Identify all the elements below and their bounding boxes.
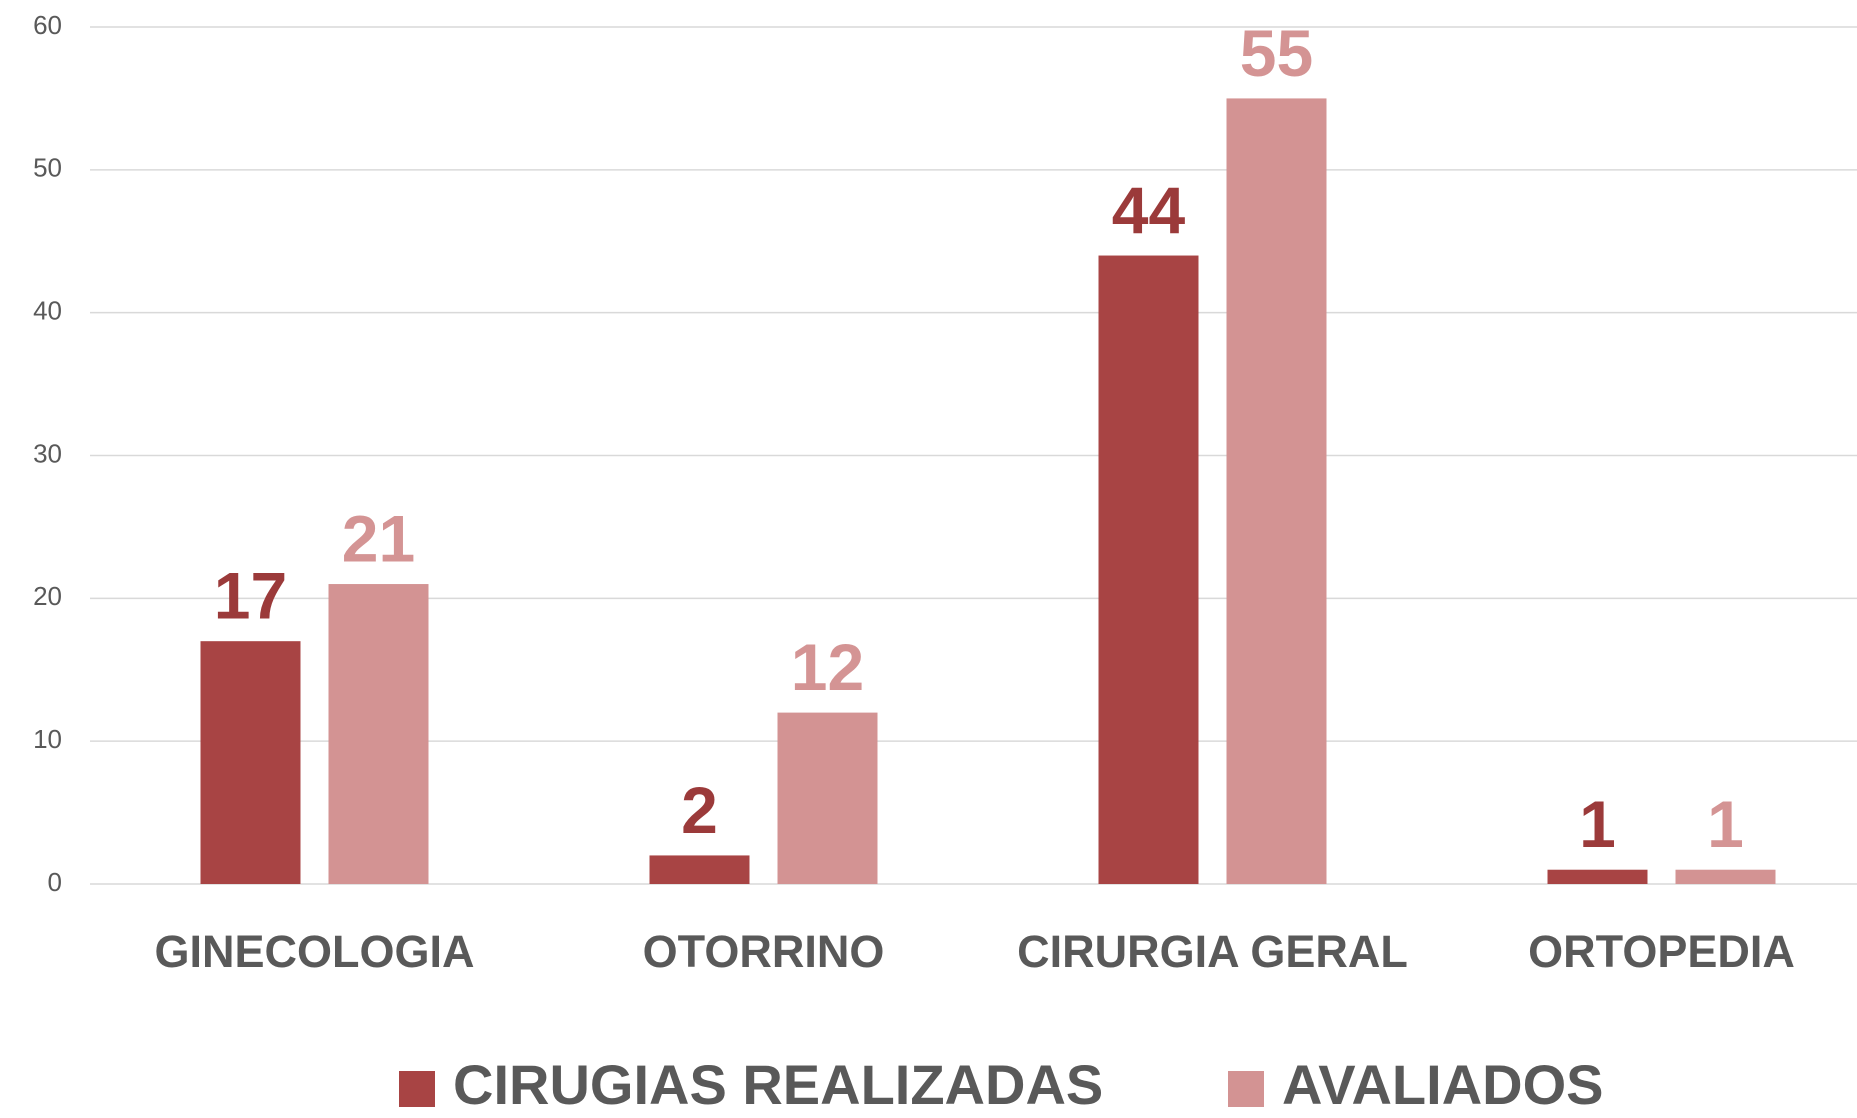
y-tick-label: 0 <box>48 867 62 897</box>
x-tick-label: OTORRINO <box>643 926 885 977</box>
data-label: 1 <box>1707 787 1744 861</box>
legend-label: CIRUGIAS REALIZADAS <box>453 1053 1103 1113</box>
bar <box>777 712 878 884</box>
bar <box>1547 869 1648 884</box>
y-tick-label: 20 <box>33 581 62 611</box>
y-tick-label: 30 <box>33 438 62 468</box>
x-tick-label: CIRURGIA GERAL <box>1017 926 1408 977</box>
x-tick-label: ORTOPEDIA <box>1528 926 1795 977</box>
y-tick-label: 60 <box>33 10 62 40</box>
y-tick-label: 50 <box>33 153 62 183</box>
bar <box>328 584 429 884</box>
data-label: 12 <box>791 630 864 704</box>
bar <box>200 641 301 884</box>
data-label: 44 <box>1112 173 1186 247</box>
data-label: 2 <box>681 773 718 847</box>
bar <box>1675 869 1776 884</box>
bar <box>1098 255 1199 885</box>
y-tick-label: 10 <box>33 724 62 754</box>
y-tick-label: 40 <box>33 296 62 326</box>
bar <box>1226 98 1327 884</box>
x-tick-label: GINECOLOGIA <box>154 926 474 977</box>
legend-label: AVALIADOS <box>1282 1053 1603 1113</box>
data-label: 1 <box>1579 787 1616 861</box>
data-label: 21 <box>342 501 415 575</box>
bar <box>649 855 750 884</box>
data-label: 55 <box>1240 16 1313 90</box>
data-label: 17 <box>214 559 287 633</box>
legend-swatch <box>1228 1071 1264 1107</box>
legend-swatch <box>399 1071 435 1107</box>
